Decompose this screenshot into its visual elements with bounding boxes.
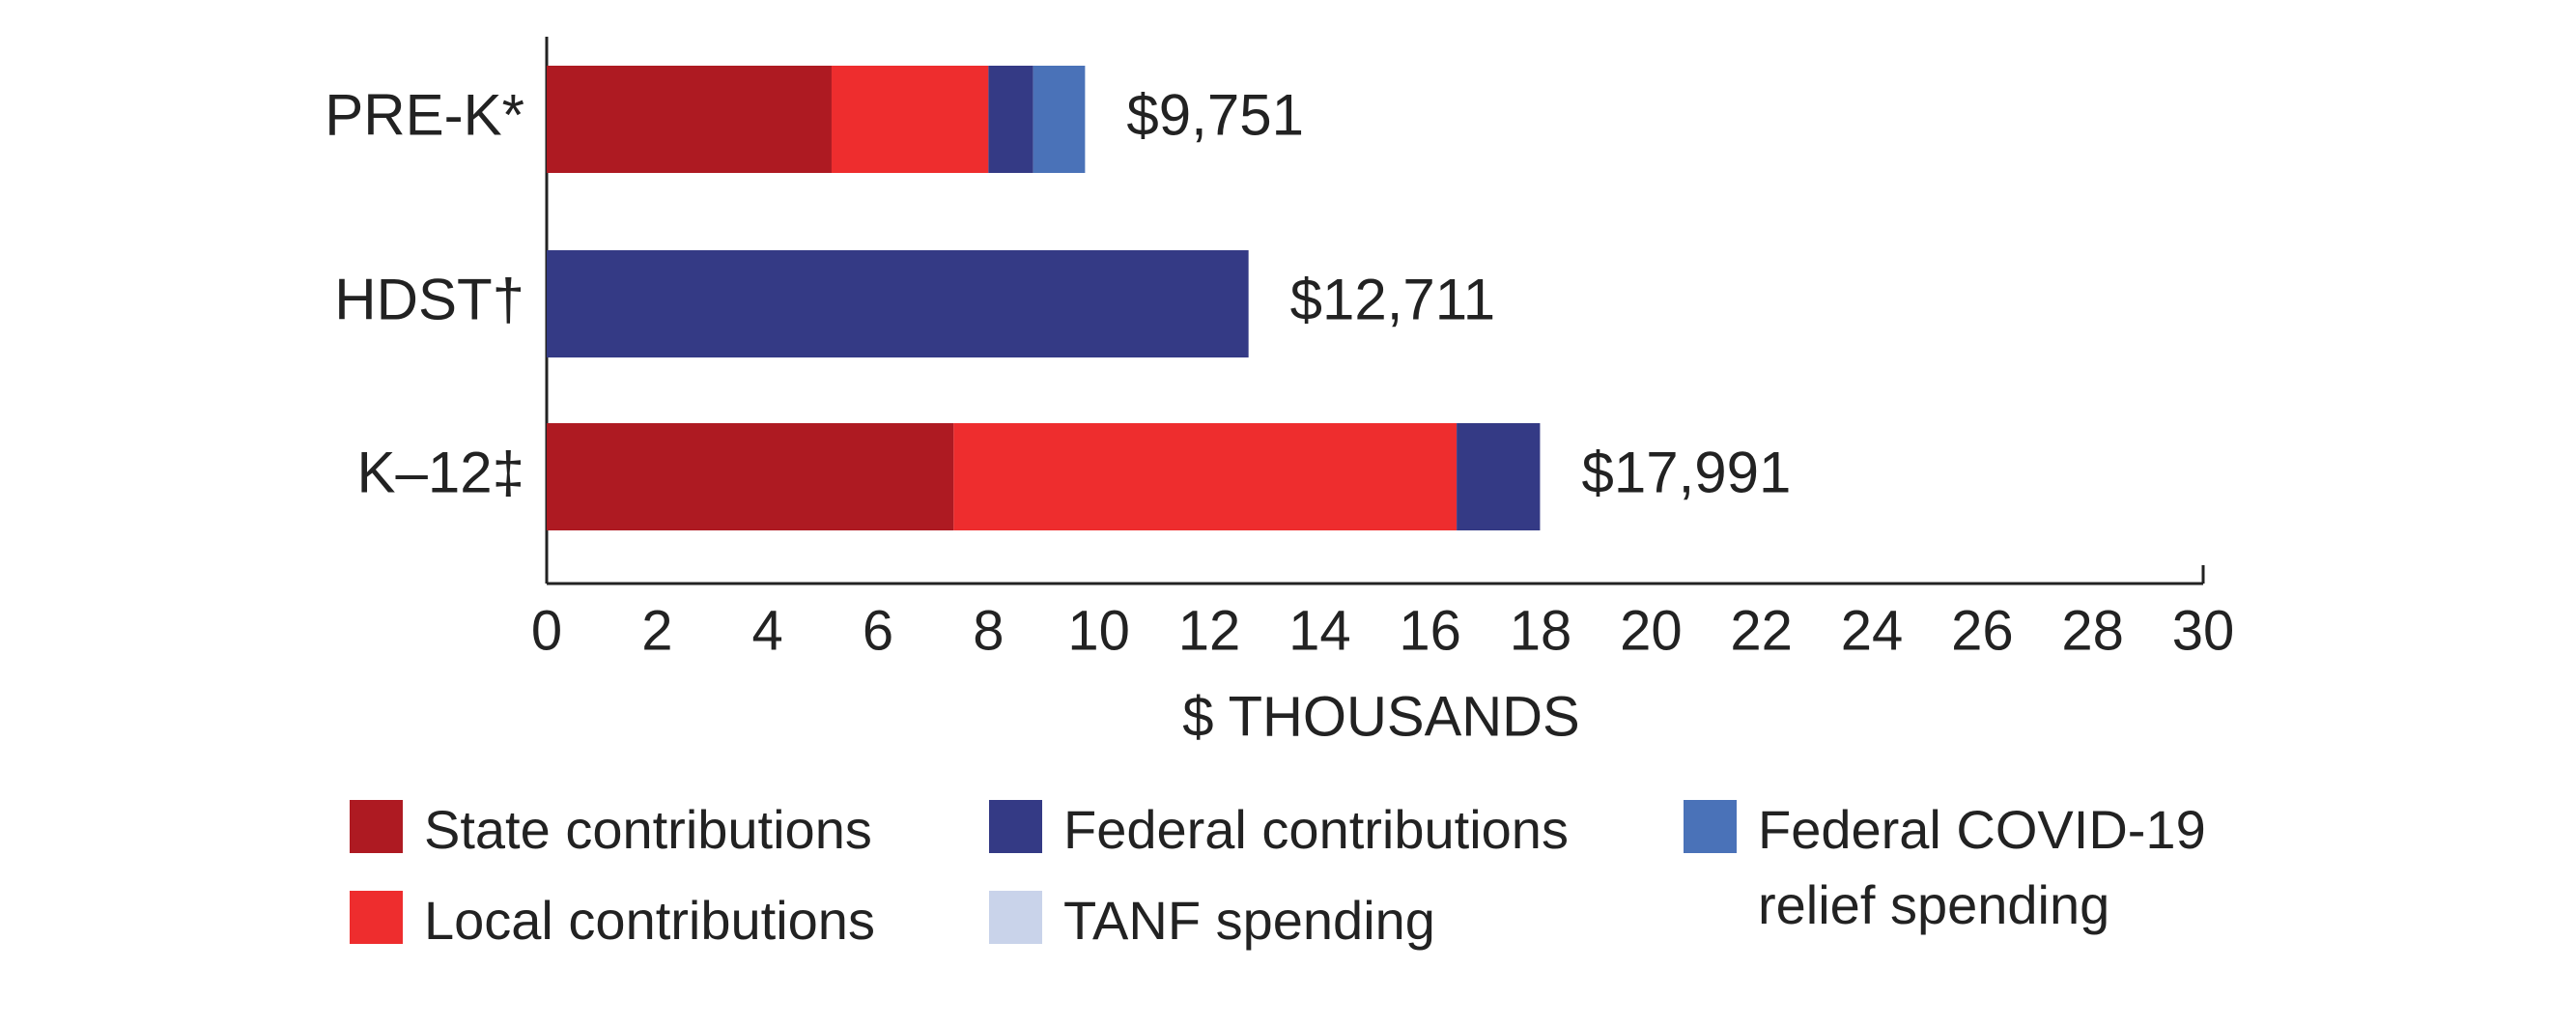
legend-label: Local contributions [424, 890, 875, 951]
x-tick-label: 0 [531, 599, 562, 662]
bar-segment [547, 250, 1249, 357]
x-tick-label: 4 [752, 599, 783, 662]
bar-segment [1457, 423, 1541, 530]
legend-swatch [989, 891, 1042, 944]
x-axis-title: $ THOUSANDS [1182, 685, 1579, 748]
x-tick-label: 20 [1620, 599, 1683, 662]
x-tick-label: 14 [1288, 599, 1351, 662]
x-tick-label: 30 [2172, 599, 2235, 662]
x-tick-label: 6 [863, 599, 893, 662]
legend-label: State contributions [424, 799, 872, 860]
legend-label: Federal contributions [1063, 799, 1569, 860]
x-tick-label: 24 [1841, 599, 1904, 662]
legend-item: Federal contributions [989, 792, 1569, 868]
legend-label: TANF spending [1063, 890, 1435, 951]
legend-swatch [1684, 800, 1737, 853]
legend-item: Federal COVID-19 relief spending [1684, 792, 2299, 943]
x-tick-label: 10 [1067, 599, 1130, 662]
total-label: $9,751 [1126, 82, 1304, 147]
x-tick-label: 28 [2061, 599, 2124, 662]
legend-item: State contributions [350, 792, 872, 868]
x-tick-label: 26 [1951, 599, 2014, 662]
category-label: PRE-K* [325, 82, 524, 147]
x-tick-label: 12 [1178, 599, 1241, 662]
x-tick-label: 8 [973, 599, 1004, 662]
bar-segment [1033, 66, 1086, 173]
bar-segment [547, 423, 954, 530]
total-label: $12,711 [1290, 267, 1495, 331]
legend-swatch [350, 891, 403, 944]
legend-item: TANF spending [989, 883, 1435, 958]
category-label: K–12‡ [357, 440, 525, 504]
legend-swatch [989, 800, 1042, 853]
legend-item: Local contributions [350, 883, 875, 958]
bar-segment [988, 66, 1033, 173]
total-label: $17,991 [1581, 440, 1791, 504]
x-tick-label: 2 [641, 599, 672, 662]
x-tick-label: 22 [1730, 599, 1793, 662]
legend-label: Federal COVID-19 relief spending [1758, 799, 2206, 935]
bar-segment [953, 423, 1458, 530]
category-label: HDST† [334, 267, 524, 331]
bar-segment [547, 66, 832, 173]
legend-swatch [350, 800, 403, 853]
bar-segment [831, 66, 989, 173]
x-tick-label: 18 [1510, 599, 1572, 662]
x-tick-label: 16 [1399, 599, 1461, 662]
